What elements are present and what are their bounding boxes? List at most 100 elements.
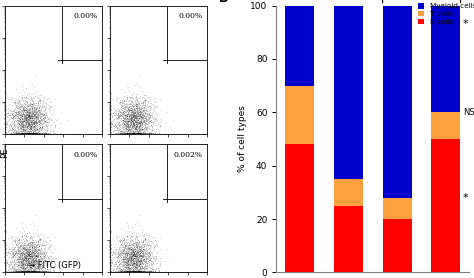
Point xyxy=(132,95,139,100)
Point xyxy=(133,108,141,113)
Point xyxy=(34,130,41,135)
Point xyxy=(27,101,35,106)
Point xyxy=(131,256,139,260)
Point xyxy=(11,240,18,245)
Point xyxy=(135,240,143,245)
Point xyxy=(31,241,38,246)
Point xyxy=(35,254,42,259)
Point xyxy=(132,108,139,112)
Point xyxy=(136,110,144,114)
Point xyxy=(129,259,137,264)
Point xyxy=(25,256,32,261)
Point xyxy=(128,269,135,273)
Point xyxy=(24,128,31,132)
Point xyxy=(25,115,32,119)
Point xyxy=(155,127,162,131)
Point xyxy=(118,268,126,272)
Point xyxy=(126,269,133,273)
Point xyxy=(135,240,142,244)
Point xyxy=(129,109,137,114)
Point xyxy=(22,269,30,273)
Point xyxy=(111,111,118,116)
Point xyxy=(29,269,37,273)
Point xyxy=(143,111,150,115)
Point xyxy=(127,95,135,100)
Point xyxy=(11,239,18,243)
Point xyxy=(129,121,137,125)
Point xyxy=(142,127,149,132)
Point xyxy=(24,242,31,247)
Point xyxy=(111,121,118,126)
Point xyxy=(17,269,24,273)
Point xyxy=(123,259,130,263)
Point xyxy=(140,269,148,273)
Point xyxy=(111,126,118,130)
Point xyxy=(27,124,34,128)
Point xyxy=(148,123,156,128)
Point xyxy=(133,269,141,273)
Point xyxy=(10,238,18,242)
Point xyxy=(7,267,15,271)
Point xyxy=(10,252,18,257)
Point xyxy=(123,127,130,132)
Point xyxy=(24,129,31,133)
Point xyxy=(129,115,137,119)
Point xyxy=(130,122,137,126)
Point xyxy=(128,110,136,114)
Point xyxy=(136,121,143,126)
Point xyxy=(33,249,41,253)
Point xyxy=(27,251,35,255)
Point xyxy=(41,254,49,259)
Point xyxy=(119,121,127,125)
Point xyxy=(127,262,134,266)
Point xyxy=(120,102,128,106)
Point xyxy=(133,249,140,253)
Point xyxy=(18,254,26,259)
Point xyxy=(27,105,35,110)
Point xyxy=(123,121,130,125)
Point xyxy=(116,125,124,129)
Point xyxy=(34,111,42,115)
Point xyxy=(36,242,44,246)
Point xyxy=(12,123,20,127)
Point xyxy=(29,92,36,96)
Point xyxy=(134,237,141,241)
Point xyxy=(134,123,141,128)
Point xyxy=(119,244,127,249)
Point xyxy=(133,124,140,129)
Point xyxy=(157,118,165,122)
Point xyxy=(30,269,37,273)
Point xyxy=(131,249,138,254)
Point xyxy=(108,242,115,247)
Point xyxy=(2,229,10,234)
Point xyxy=(32,253,40,257)
Point xyxy=(15,251,23,255)
Point xyxy=(156,123,164,127)
Point xyxy=(26,126,34,131)
Point xyxy=(13,118,20,123)
Point xyxy=(45,117,52,121)
Point xyxy=(24,117,32,121)
Point xyxy=(24,259,32,263)
Point xyxy=(18,269,25,273)
Point xyxy=(57,248,64,252)
Point xyxy=(26,127,34,131)
Point xyxy=(151,255,158,260)
Point xyxy=(15,125,23,129)
Point xyxy=(130,260,137,264)
Point xyxy=(124,125,132,130)
Point xyxy=(132,95,140,99)
Point xyxy=(27,240,35,244)
Point xyxy=(27,128,35,133)
Point xyxy=(5,124,13,128)
Point xyxy=(128,253,135,258)
Point xyxy=(129,114,137,118)
Point xyxy=(21,269,29,273)
Point xyxy=(136,105,143,110)
Point xyxy=(128,263,135,267)
Point xyxy=(20,257,28,262)
Point xyxy=(24,243,31,248)
Point xyxy=(18,120,26,125)
Point xyxy=(52,117,59,121)
Point xyxy=(120,121,128,126)
